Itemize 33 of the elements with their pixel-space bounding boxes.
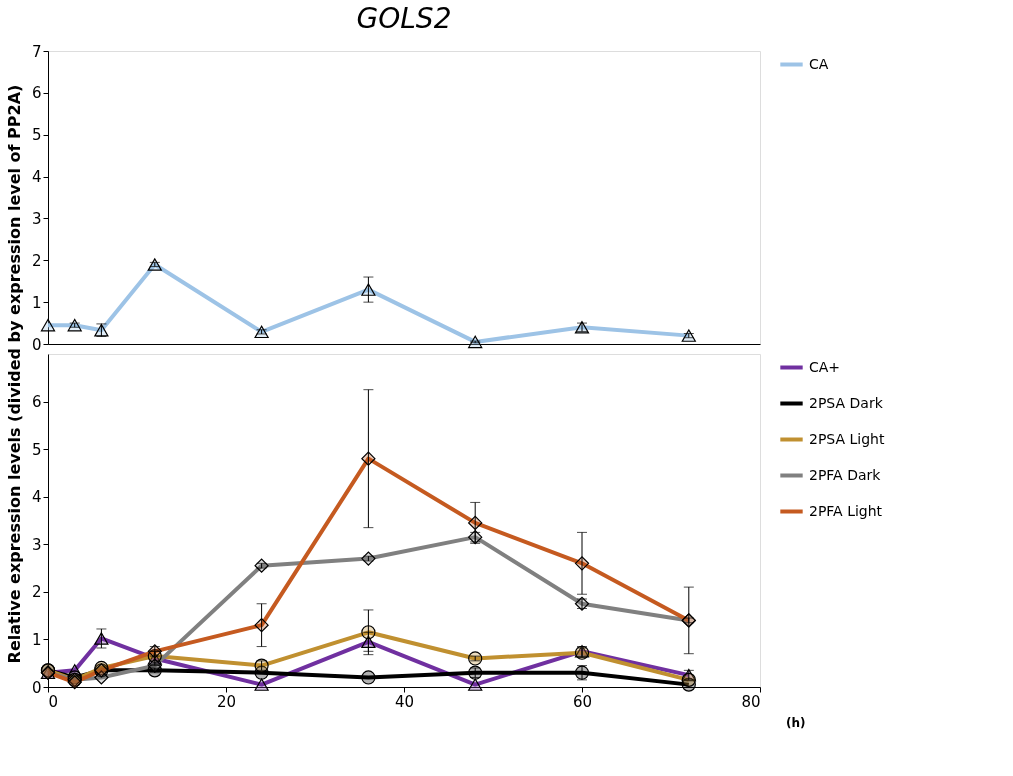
x-tick-label: 60 bbox=[572, 692, 593, 711]
legend-label: 2PSA Dark bbox=[809, 394, 884, 411]
x-tick-label: 0 bbox=[48, 692, 59, 711]
y-tick-label: 0 bbox=[31, 335, 42, 354]
legend-label: CA+ bbox=[809, 358, 841, 375]
point bbox=[468, 678, 483, 691]
y-tick-label: 2 bbox=[31, 251, 42, 270]
x-axis-title: (h) bbox=[785, 715, 806, 730]
legend-label: 2PFA Dark bbox=[809, 466, 882, 483]
y-tick-label: 3 bbox=[31, 535, 42, 554]
y-tick-label: 5 bbox=[31, 440, 42, 459]
x-tick-label: 40 bbox=[394, 692, 415, 711]
y-tick-label: 6 bbox=[31, 393, 42, 412]
y-tick-label: 2 bbox=[31, 583, 42, 602]
y-axis-title: Relative expression levels (divided by expression level of PP2A) bbox=[5, 84, 24, 664]
y-tick-label: 7 bbox=[31, 42, 42, 61]
y-tick-label: 4 bbox=[31, 488, 42, 507]
y-tick-label: 5 bbox=[31, 126, 42, 145]
legend-label: CA bbox=[809, 55, 829, 72]
y-tick-label: 6 bbox=[31, 84, 42, 103]
y-tick-label: 4 bbox=[31, 168, 42, 187]
legend-label: 2PFA Light bbox=[809, 502, 883, 519]
legend-label: 2PSA Light bbox=[809, 430, 885, 447]
point bbox=[361, 670, 376, 685]
y-tick-label: 1 bbox=[31, 630, 42, 649]
point bbox=[40, 318, 56, 332]
x-tick-label: 80 bbox=[741, 692, 761, 711]
chart-title: GOLS2 bbox=[356, 2, 452, 35]
y-tick-label: 0 bbox=[31, 678, 42, 697]
point bbox=[254, 678, 269, 691]
y-tick-label: 3 bbox=[31, 209, 42, 228]
x-tick-label: 20 bbox=[216, 692, 237, 711]
y-tick-label: 1 bbox=[31, 293, 42, 312]
